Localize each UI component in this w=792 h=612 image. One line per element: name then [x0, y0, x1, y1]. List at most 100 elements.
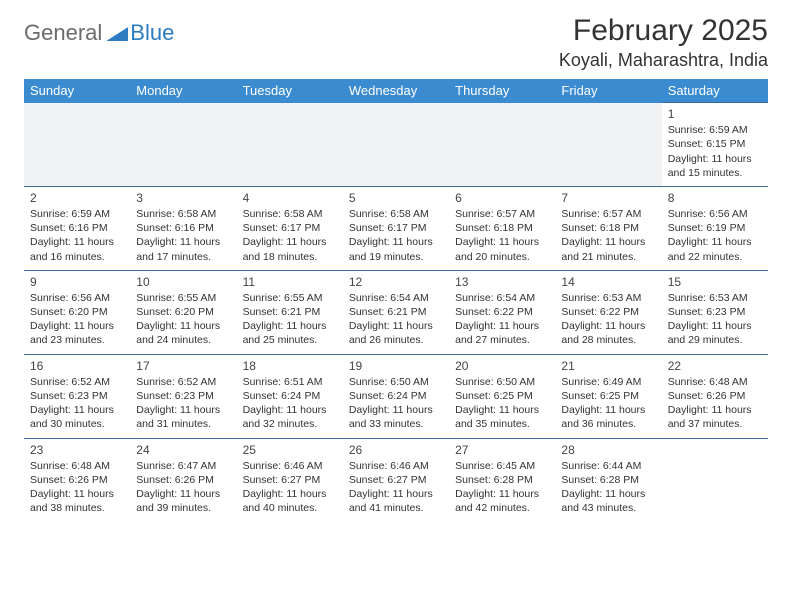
day-number: 25	[243, 442, 337, 458]
daylight-text: Daylight: 11 hours and 17 minutes.	[136, 235, 230, 263]
sunset-text: Sunset: 6:25 PM	[455, 389, 549, 403]
day-number: 27	[455, 442, 549, 458]
calendar-week-row: 16Sunrise: 6:52 AMSunset: 6:23 PMDayligh…	[24, 354, 768, 438]
title-block: February 2025 Koyali, Maharashtra, India	[559, 14, 768, 71]
calendar-day-cell: 13Sunrise: 6:54 AMSunset: 6:22 PMDayligh…	[449, 270, 555, 354]
sunset-text: Sunset: 6:16 PM	[30, 221, 124, 235]
sunset-text: Sunset: 6:23 PM	[668, 305, 762, 319]
calendar-day-cell: 23Sunrise: 6:48 AMSunset: 6:26 PMDayligh…	[24, 438, 130, 521]
sunset-text: Sunset: 6:24 PM	[243, 389, 337, 403]
daylight-text: Daylight: 11 hours and 23 minutes.	[30, 319, 124, 347]
day-number: 20	[455, 358, 549, 374]
sunset-text: Sunset: 6:23 PM	[136, 389, 230, 403]
day-number: 1	[668, 106, 762, 122]
sunrise-text: Sunrise: 6:54 AM	[455, 291, 549, 305]
sunrise-text: Sunrise: 6:48 AM	[668, 375, 762, 389]
day-number: 9	[30, 274, 124, 290]
sunrise-text: Sunrise: 6:55 AM	[136, 291, 230, 305]
calendar-day-cell: 17Sunrise: 6:52 AMSunset: 6:23 PMDayligh…	[130, 354, 236, 438]
sunset-text: Sunset: 6:21 PM	[243, 305, 337, 319]
day-number: 6	[455, 190, 549, 206]
daylight-text: Daylight: 11 hours and 27 minutes.	[455, 319, 549, 347]
daylight-text: Daylight: 11 hours and 18 minutes.	[243, 235, 337, 263]
sunset-text: Sunset: 6:26 PM	[136, 473, 230, 487]
daylight-text: Daylight: 11 hours and 39 minutes.	[136, 487, 230, 515]
sunset-text: Sunset: 6:22 PM	[561, 305, 655, 319]
calendar-day-cell: 19Sunrise: 6:50 AMSunset: 6:24 PMDayligh…	[343, 354, 449, 438]
sunset-text: Sunset: 6:25 PM	[561, 389, 655, 403]
day-number: 5	[349, 190, 443, 206]
sunset-text: Sunset: 6:21 PM	[349, 305, 443, 319]
daylight-text: Daylight: 11 hours and 42 minutes.	[455, 487, 549, 515]
calendar-day-cell: 18Sunrise: 6:51 AMSunset: 6:24 PMDayligh…	[237, 354, 343, 438]
page-title: February 2025	[559, 14, 768, 48]
logo: General Blue	[24, 20, 174, 46]
calendar-day-cell: 21Sunrise: 6:49 AMSunset: 6:25 PMDayligh…	[555, 354, 661, 438]
page-subtitle: Koyali, Maharashtra, India	[559, 50, 768, 71]
calendar-day-cell: 12Sunrise: 6:54 AMSunset: 6:21 PMDayligh…	[343, 270, 449, 354]
day-number: 13	[455, 274, 549, 290]
logo-text-2: Blue	[130, 20, 174, 46]
sunrise-text: Sunrise: 6:44 AM	[561, 459, 655, 473]
sunrise-text: Sunrise: 6:56 AM	[30, 291, 124, 305]
sunset-text: Sunset: 6:27 PM	[349, 473, 443, 487]
daylight-text: Daylight: 11 hours and 29 minutes.	[668, 319, 762, 347]
daylight-text: Daylight: 11 hours and 38 minutes.	[30, 487, 124, 515]
calendar-day-cell: 1Sunrise: 6:59 AMSunset: 6:15 PMDaylight…	[662, 103, 768, 187]
logo-text-1: General	[24, 20, 102, 46]
calendar-table: Sunday Monday Tuesday Wednesday Thursday…	[24, 79, 768, 521]
sunset-text: Sunset: 6:20 PM	[136, 305, 230, 319]
day-number: 19	[349, 358, 443, 374]
daylight-text: Daylight: 11 hours and 36 minutes.	[561, 403, 655, 431]
sunrise-text: Sunrise: 6:52 AM	[30, 375, 124, 389]
calendar-day-cell: 25Sunrise: 6:46 AMSunset: 6:27 PMDayligh…	[237, 438, 343, 521]
daylight-text: Daylight: 11 hours and 26 minutes.	[349, 319, 443, 347]
day-number: 22	[668, 358, 762, 374]
day-number: 11	[243, 274, 337, 290]
sunrise-text: Sunrise: 6:58 AM	[349, 207, 443, 221]
sunrise-text: Sunrise: 6:45 AM	[455, 459, 549, 473]
sunset-text: Sunset: 6:22 PM	[455, 305, 549, 319]
calendar-day-cell: 20Sunrise: 6:50 AMSunset: 6:25 PMDayligh…	[449, 354, 555, 438]
daylight-text: Daylight: 11 hours and 20 minutes.	[455, 235, 549, 263]
daylight-text: Daylight: 11 hours and 40 minutes.	[243, 487, 337, 515]
weekday-header-row: Sunday Monday Tuesday Wednesday Thursday…	[24, 79, 768, 103]
sunrise-text: Sunrise: 6:56 AM	[668, 207, 762, 221]
daylight-text: Daylight: 11 hours and 22 minutes.	[668, 235, 762, 263]
sunrise-text: Sunrise: 6:50 AM	[455, 375, 549, 389]
calendar-day-cell: 5Sunrise: 6:58 AMSunset: 6:17 PMDaylight…	[343, 186, 449, 270]
day-number: 18	[243, 358, 337, 374]
day-number: 7	[561, 190, 655, 206]
calendar-day-cell	[449, 103, 555, 187]
calendar-week-row: 9Sunrise: 6:56 AMSunset: 6:20 PMDaylight…	[24, 270, 768, 354]
day-number: 4	[243, 190, 337, 206]
logo-triangle-icon	[106, 27, 128, 41]
calendar-page: General Blue February 2025 Koyali, Mahar…	[0, 0, 792, 539]
daylight-text: Daylight: 11 hours and 31 minutes.	[136, 403, 230, 431]
daylight-text: Daylight: 11 hours and 30 minutes.	[30, 403, 124, 431]
calendar-day-cell: 7Sunrise: 6:57 AMSunset: 6:18 PMDaylight…	[555, 186, 661, 270]
calendar-day-cell	[130, 103, 236, 187]
calendar-day-cell: 3Sunrise: 6:58 AMSunset: 6:16 PMDaylight…	[130, 186, 236, 270]
sunrise-text: Sunrise: 6:53 AM	[561, 291, 655, 305]
sunrise-text: Sunrise: 6:57 AM	[561, 207, 655, 221]
daylight-text: Daylight: 11 hours and 19 minutes.	[349, 235, 443, 263]
sunset-text: Sunset: 6:20 PM	[30, 305, 124, 319]
daylight-text: Daylight: 11 hours and 41 minutes.	[349, 487, 443, 515]
weekday-header: Monday	[130, 79, 236, 103]
sunrise-text: Sunrise: 6:58 AM	[243, 207, 337, 221]
calendar-day-cell	[662, 438, 768, 521]
sunset-text: Sunset: 6:24 PM	[349, 389, 443, 403]
day-number: 15	[668, 274, 762, 290]
calendar-day-cell: 14Sunrise: 6:53 AMSunset: 6:22 PMDayligh…	[555, 270, 661, 354]
calendar-day-cell: 22Sunrise: 6:48 AMSunset: 6:26 PMDayligh…	[662, 354, 768, 438]
day-number: 17	[136, 358, 230, 374]
day-number: 3	[136, 190, 230, 206]
daylight-text: Daylight: 11 hours and 43 minutes.	[561, 487, 655, 515]
calendar-day-cell	[24, 103, 130, 187]
sunset-text: Sunset: 6:17 PM	[349, 221, 443, 235]
calendar-body: 1Sunrise: 6:59 AMSunset: 6:15 PMDaylight…	[24, 103, 768, 522]
daylight-text: Daylight: 11 hours and 37 minutes.	[668, 403, 762, 431]
calendar-day-cell: 10Sunrise: 6:55 AMSunset: 6:20 PMDayligh…	[130, 270, 236, 354]
sunrise-text: Sunrise: 6:59 AM	[30, 207, 124, 221]
